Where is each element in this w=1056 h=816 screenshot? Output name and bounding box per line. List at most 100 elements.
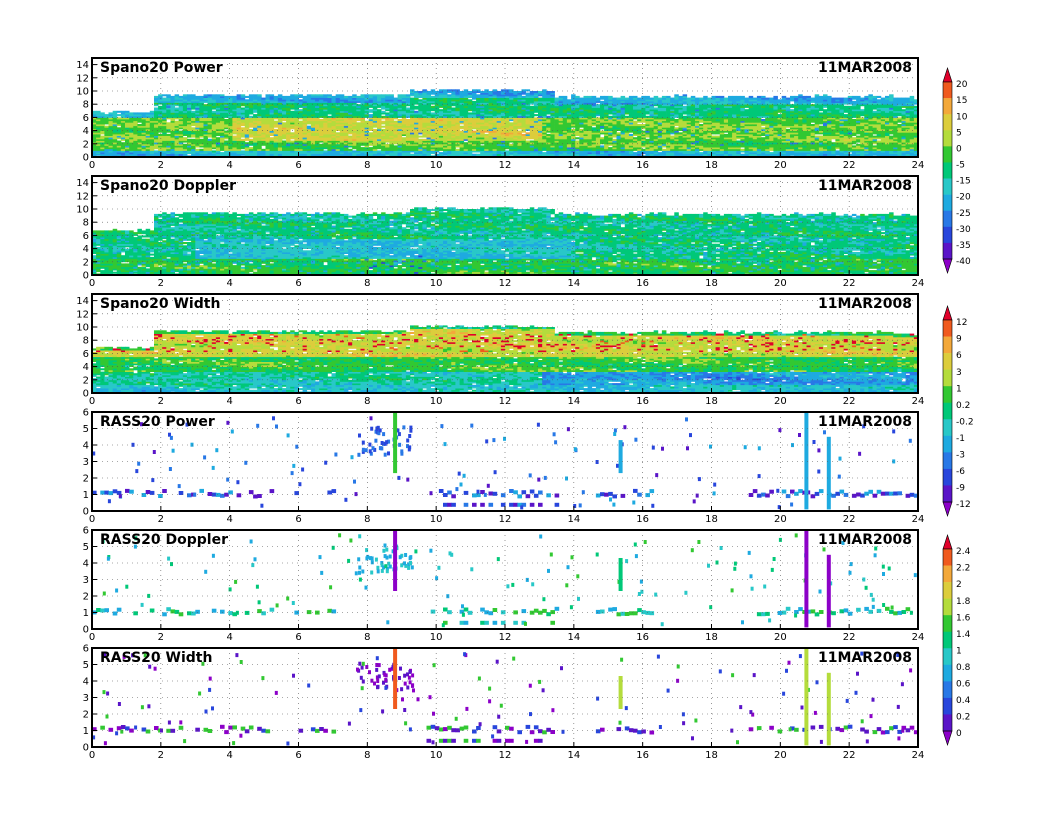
heatmap-cell	[224, 131, 229, 133]
heatmap-cell	[385, 112, 390, 114]
heatmap-cell	[224, 96, 229, 98]
heatmap-cell	[418, 136, 423, 138]
heatmap-cell	[596, 104, 601, 106]
heatmap-cell	[220, 94, 225, 96]
heatmap-cell	[336, 94, 341, 96]
heatmap-cell	[299, 109, 304, 111]
heatmap-cell	[406, 94, 411, 96]
heatmap-cell	[220, 152, 225, 154]
heatmap-cell	[468, 91, 473, 93]
heatmap-cell	[117, 111, 122, 113]
heatmap-cell	[381, 126, 386, 128]
heatmap-cell	[365, 121, 370, 123]
heatmap-cell	[183, 144, 188, 146]
heatmap-cell	[555, 98, 560, 100]
heatmap-cell	[567, 99, 572, 101]
heatmap-cell	[294, 94, 299, 96]
heatmap-cell	[472, 131, 477, 133]
heatmap-cell	[162, 94, 167, 96]
heatmap-cell	[460, 126, 465, 128]
heatmap-cell	[208, 94, 213, 96]
heatmap-cell	[662, 96, 667, 98]
heatmap-cell	[187, 94, 192, 96]
heatmap-cell	[356, 122, 361, 124]
heatmap-cell	[534, 91, 539, 93]
heatmap-cell	[204, 94, 209, 96]
heatmap-cell	[530, 91, 535, 93]
heatmap-cell	[348, 136, 353, 138]
heatmap-cell	[662, 149, 667, 151]
heatmap-cell	[604, 96, 609, 98]
heatmap-cell	[431, 106, 436, 108]
heatmap-cell	[175, 94, 180, 96]
heatmap-cell	[166, 134, 171, 136]
heatmap-cell	[158, 106, 163, 108]
heatmap-cell	[179, 96, 184, 98]
heatmap-cell	[290, 94, 295, 96]
heatmap-cell	[617, 132, 622, 134]
heatmap-cell	[241, 108, 246, 110]
heatmap-cell	[369, 132, 374, 134]
heatmap-cell	[348, 96, 353, 98]
heatmap-cell	[650, 98, 655, 100]
heatmap-cell	[641, 131, 646, 133]
heatmap-cell	[596, 117, 601, 119]
heatmap-cell	[451, 108, 456, 110]
heatmap-cell	[274, 96, 279, 98]
heatmap-cell	[274, 121, 279, 123]
heatmap-cell	[414, 111, 419, 113]
heatmap-cell	[633, 137, 638, 139]
heatmap-cell	[584, 96, 589, 98]
heatmap-cell	[476, 94, 481, 96]
heatmap-cell	[224, 141, 229, 143]
heatmap-cell	[377, 94, 382, 96]
heatmap-cell	[596, 98, 601, 100]
heatmap-cell	[654, 108, 659, 110]
heatmap-cell	[204, 104, 209, 106]
heatmap-cell	[575, 137, 580, 139]
heatmap-cell	[162, 98, 167, 100]
heatmap-cell	[171, 96, 176, 98]
heatmap-cell	[299, 121, 304, 123]
heatmap-cell	[369, 147, 374, 149]
heatmap-cell	[637, 124, 642, 126]
heatmap-cell	[117, 114, 122, 116]
heatmap-cell	[621, 96, 626, 98]
heatmap-cell	[534, 117, 539, 119]
heatmap-cell	[571, 129, 576, 131]
heatmap-cell	[439, 152, 444, 154]
heatmap-cell	[410, 98, 415, 100]
heatmap-cell	[418, 91, 423, 93]
heatmap-cell	[361, 94, 366, 96]
heatmap-cell	[208, 139, 213, 141]
heatmap-cell	[538, 91, 543, 93]
heatmap-cell	[381, 111, 386, 113]
heatmap-cell	[447, 94, 452, 96]
heatmap-cell	[542, 152, 547, 154]
heatmap-cell	[600, 96, 605, 98]
heatmap-cell	[406, 119, 411, 121]
heatmap-cell	[369, 94, 374, 96]
heatmap-cell	[608, 96, 613, 98]
heatmap-cell	[249, 139, 254, 141]
heatmap-cell	[195, 96, 200, 98]
heatmap-cell	[311, 94, 316, 96]
heatmap-cell	[505, 150, 510, 152]
heatmap-cell	[270, 137, 275, 139]
heatmap-cell	[522, 96, 527, 98]
heatmap-cell	[633, 121, 638, 123]
heatmap-cell	[232, 96, 237, 98]
heatmap-cell	[142, 112, 147, 114]
heatmap-cell	[319, 144, 324, 146]
heatmap-cell	[327, 116, 332, 118]
heatmap-cell	[476, 89, 481, 91]
heatmap-cell	[431, 112, 436, 114]
heatmap-cell	[212, 94, 217, 96]
heatmap-cell	[212, 150, 217, 152]
heatmap-cell	[187, 139, 192, 141]
heatmap-cell	[137, 112, 142, 114]
heatmap-cell	[600, 131, 605, 133]
heatmap-cell	[612, 139, 617, 141]
heatmap-cell	[224, 119, 229, 121]
heatmap-cell	[575, 141, 580, 143]
